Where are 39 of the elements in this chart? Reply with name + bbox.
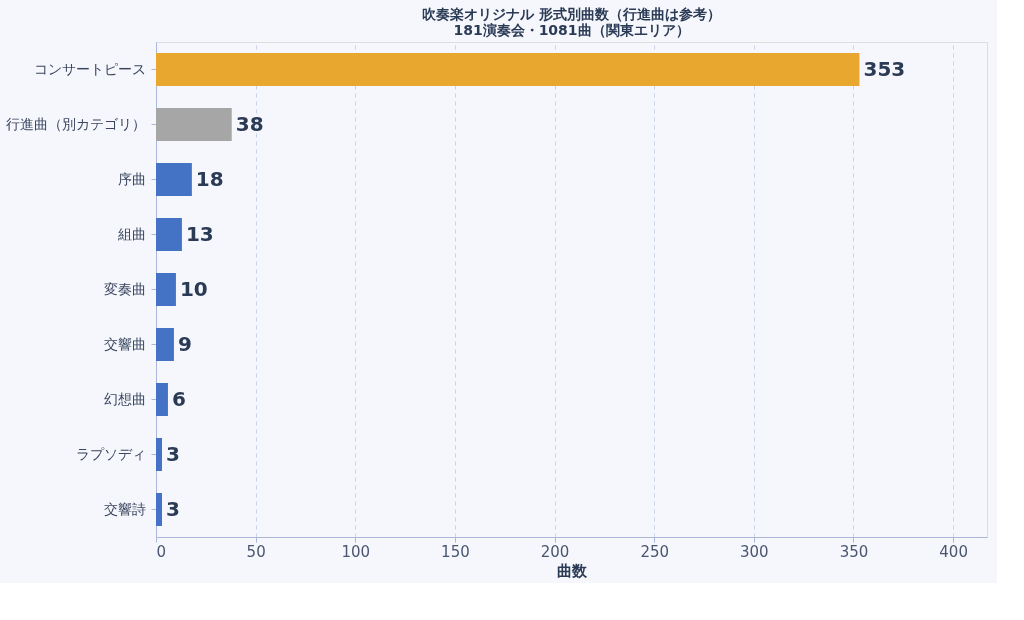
y-tick-label: 序曲 xyxy=(117,170,146,187)
bar xyxy=(156,328,174,361)
bar xyxy=(156,493,162,526)
y-tick-label: 組曲 xyxy=(116,225,146,242)
bar xyxy=(156,218,182,251)
data-label: 18 xyxy=(195,166,224,191)
x-tick-label: 200 xyxy=(540,542,570,561)
y-tick-label: コンサートピース xyxy=(33,60,146,77)
y-tick-label: 交響詩 xyxy=(103,500,146,517)
y-tick-label: ラプソディ xyxy=(75,445,146,462)
x-tick-label: 350 xyxy=(839,542,869,561)
data-label: 3 xyxy=(165,441,180,466)
x-tick-label: 50 xyxy=(246,542,266,561)
bar xyxy=(156,108,232,141)
data-label: 38 xyxy=(235,111,264,136)
x-tick-label: 400 xyxy=(939,542,968,561)
bar xyxy=(156,163,192,196)
y-tick-label: 変奏曲 xyxy=(103,280,146,297)
bar xyxy=(156,53,860,86)
chart-title: 吹奏楽オリジナル 形式別曲数（行進曲は参考） xyxy=(422,6,721,22)
data-label: 3 xyxy=(165,496,180,521)
x-axis-title: 曲数 xyxy=(557,561,588,580)
data-label: 10 xyxy=(179,276,208,301)
bar xyxy=(156,438,162,471)
x-tick-label: 0 xyxy=(156,542,167,561)
y-tick-label: 交響曲 xyxy=(103,335,146,352)
data-label: 9 xyxy=(177,331,192,356)
x-tick-label: 250 xyxy=(640,542,670,561)
data-label: 6 xyxy=(171,386,186,411)
x-tick-label: 300 xyxy=(740,542,769,561)
bar xyxy=(156,273,176,306)
data-label: 353 xyxy=(863,56,906,81)
x-tick-label: 100 xyxy=(341,542,371,561)
chart-subtitle: 181演奏会・1081曲（関東エリア） xyxy=(453,22,690,38)
y-tick-label: 幻想曲 xyxy=(103,390,146,407)
bar xyxy=(156,383,168,416)
x-tick-label: 150 xyxy=(441,542,470,561)
data-label: 13 xyxy=(185,221,214,246)
y-tick-label: 行進曲（別カテゴリ） xyxy=(5,115,146,132)
